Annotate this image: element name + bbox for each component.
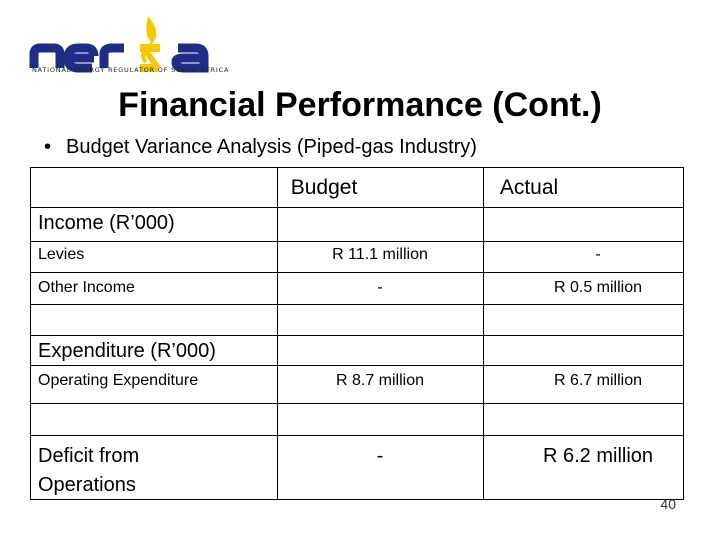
operating-expenditure-label: Operating Expenditure — [38, 372, 199, 389]
deficit-label-line1: Deficit from — [38, 445, 140, 467]
expenditure-heading: Expenditure (R’000) — [38, 340, 220, 363]
deficit-actual: R 6.2 million — [542, 445, 654, 467]
row-divider — [31, 403, 683, 404]
column-divider — [277, 168, 278, 499]
column-divider — [483, 168, 484, 499]
page-title: Financial Performance (Cont.) — [118, 86, 602, 124]
other-income-label: Other Income — [38, 279, 135, 296]
bullet-item: • Budget Variance Analysis (Piped-gas Ind… — [44, 136, 477, 159]
levies-actual: - — [595, 246, 601, 263]
row-divider — [31, 365, 683, 366]
row-divider — [31, 335, 683, 336]
row-divider — [31, 304, 683, 305]
other-income-budget: - — [377, 279, 383, 296]
row-divider — [31, 207, 683, 208]
deficit-label-line2: Operations — [38, 474, 136, 496]
actual-header: Actual — [499, 176, 559, 199]
bullet-text: Budget Variance Analysis (Piped-gas Indu… — [66, 136, 477, 158]
row-divider — [31, 241, 683, 242]
bullet-dot-icon: • — [44, 136, 52, 158]
row-divider — [31, 272, 683, 273]
levies-label: Levies — [38, 246, 85, 263]
operating-expenditure-budget: R 8.7 million — [335, 372, 425, 389]
budget-variance-table: Budget Actual Income (R’000) Levies R 11… — [30, 167, 684, 500]
page-number: 40 — [660, 496, 676, 512]
nersa-logo — [29, 16, 209, 73]
income-heading: Income (R’000) — [38, 212, 179, 235]
other-income-actual: R 0.5 million — [553, 279, 643, 296]
operating-expenditure-actual: R 6.7 million — [553, 372, 643, 389]
budget-header: Budget — [290, 176, 358, 199]
logo-caption: NATIONAL ENERGY REGULATOR OF SOUTH AFRIC… — [32, 66, 230, 74]
deficit-budget: - — [376, 445, 384, 467]
levies-budget: R 11.1 million — [332, 246, 428, 263]
row-divider — [31, 435, 683, 436]
